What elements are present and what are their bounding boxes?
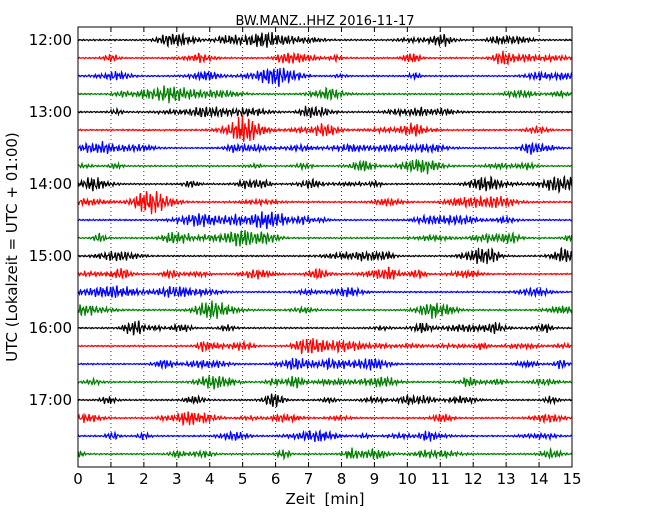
seismic-trace — [77, 300, 573, 320]
x-tick-label: 0 — [73, 470, 83, 488]
y-tick-label: 13:00 — [29, 103, 72, 121]
x-tick-label: 6 — [271, 470, 281, 488]
x-tick-label: 11 — [431, 470, 450, 488]
x-tick-label: 12 — [464, 470, 483, 488]
y-axis: 12:00 13:00 14:00 15:00 16:00 17:00 — [29, 31, 572, 409]
x-axis: 0 1 2 3 4 5 6 7 8 9 10 11 12 13 14 15 — [73, 27, 582, 488]
seismic-trace — [77, 105, 573, 119]
y-tick-label: 14:00 — [29, 175, 72, 193]
seismic-trace — [77, 50, 573, 67]
seismic-trace — [78, 211, 573, 230]
plot-frame — [77, 26, 573, 468]
grid-lines — [110, 27, 540, 467]
x-axis-label: Zeit [min] — [285, 490, 364, 508]
y-tick-label: 16:00 — [29, 319, 72, 337]
seismic-trace — [77, 285, 573, 299]
seismic-trace — [77, 428, 573, 443]
y-tick-label: 17:00 — [29, 391, 72, 409]
seismic-trace — [77, 174, 573, 195]
y-axis-label: UTC (Lokalzeit = UTC + 01:00) — [3, 132, 21, 362]
seismic-trace — [77, 393, 573, 408]
x-tick-label: 13 — [497, 470, 516, 488]
seismic-trace — [77, 266, 573, 281]
seismic-trace — [77, 374, 572, 390]
seismic-trace — [77, 67, 573, 87]
y-tick-label: 12:00 — [29, 31, 72, 49]
x-tick-label: 9 — [370, 470, 380, 488]
x-tick-label: 7 — [304, 470, 314, 488]
x-tick-label: 10 — [398, 470, 417, 488]
seismic-trace — [77, 31, 573, 49]
x-tick-label: 5 — [238, 470, 248, 488]
x-tick-label: 4 — [205, 470, 215, 488]
x-tick-label: 2 — [139, 470, 149, 488]
seismic-trace — [77, 141, 573, 155]
seismic-trace — [77, 411, 573, 427]
seismic-trace — [77, 159, 573, 175]
seismic-trace — [77, 446, 573, 461]
y-tick-label: 15:00 — [29, 247, 72, 265]
seismic-trace — [77, 191, 573, 215]
x-tick-label: 15 — [562, 470, 581, 488]
seismic-trace — [77, 357, 573, 371]
seismic-trace — [77, 337, 573, 355]
x-tick-label: 14 — [530, 470, 549, 488]
seismic-trace — [77, 114, 573, 142]
x-tick-label: 1 — [106, 470, 116, 488]
seismic-trace — [77, 85, 573, 104]
chart-title: BW.MANZ..HHZ 2016-11-17 — [235, 14, 414, 29]
seismic-trace — [77, 320, 573, 336]
seismic-trace — [77, 246, 573, 265]
x-tick-label: 8 — [337, 470, 347, 488]
seismic-trace — [77, 229, 573, 247]
x-tick-label: 3 — [172, 470, 182, 488]
seismic-traces — [77, 31, 573, 461]
